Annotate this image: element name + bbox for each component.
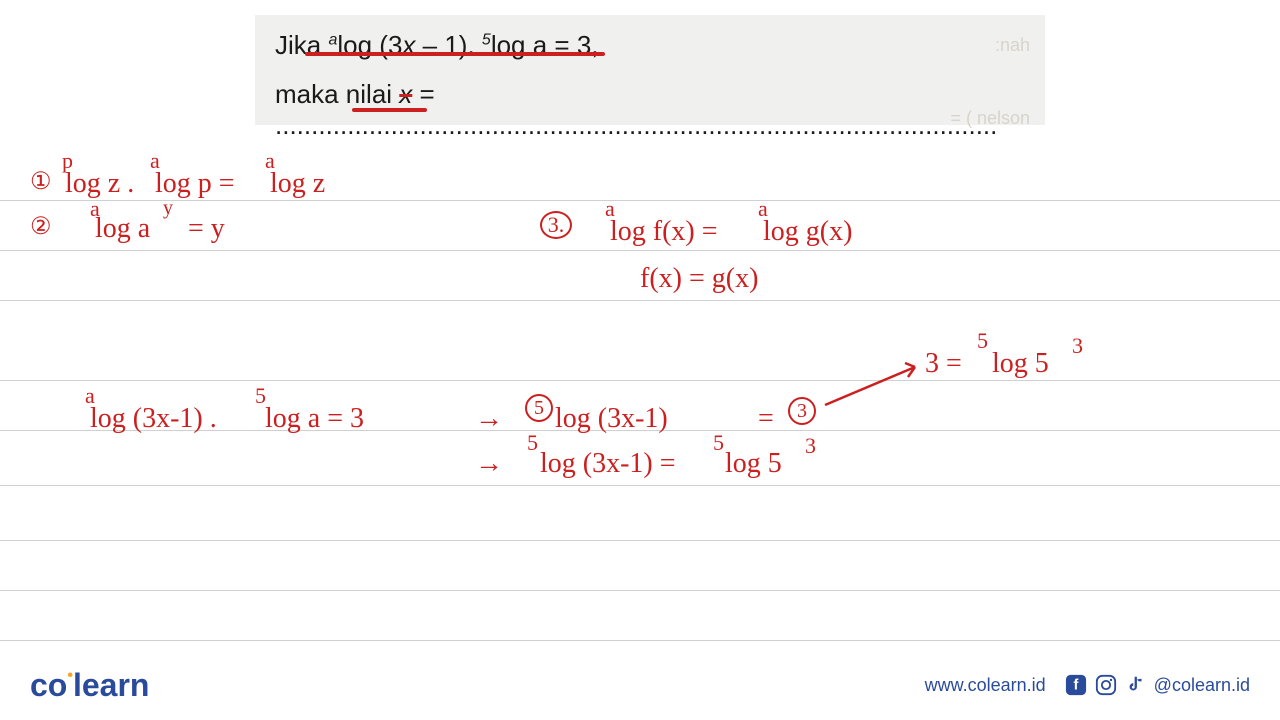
hw-rule3-t3: f(x) = g(x) bbox=[640, 265, 758, 293]
p2-dots: ........................................… bbox=[275, 110, 997, 140]
hw-w2-t: log (3x-1) bbox=[555, 405, 668, 433]
rule-line bbox=[0, 380, 1280, 381]
hw-w2-eq: = bbox=[758, 405, 774, 433]
rule-line bbox=[0, 200, 1280, 201]
rule-line bbox=[0, 540, 1280, 541]
hw-w3-3: 3 bbox=[1072, 335, 1083, 357]
hw-rule2-t2: = y bbox=[188, 215, 225, 243]
rule-line bbox=[0, 640, 1280, 641]
hw-w4-5b: 5 bbox=[713, 432, 724, 454]
hw-rule2-y: y bbox=[163, 198, 173, 218]
p2-prefix: maka nilai bbox=[275, 79, 399, 109]
hw-w4-arrow: → bbox=[475, 450, 503, 478]
hw-w2-3: 3 bbox=[788, 397, 816, 425]
brand-dot: • bbox=[67, 667, 73, 684]
footer: co•learn www.colearn.id f @colearn.id bbox=[0, 665, 1280, 705]
hw-rule3-circle: 3. bbox=[540, 210, 572, 239]
underline-1 bbox=[305, 52, 605, 56]
p1-sup2: 5 bbox=[482, 31, 491, 48]
tiktok-icon[interactable] bbox=[1124, 673, 1148, 697]
svg-text:f: f bbox=[1073, 678, 1078, 694]
hw-w4-t1: log (3x-1) = bbox=[540, 450, 676, 478]
hw-rule2-t1: log a bbox=[95, 215, 150, 243]
hw-rule1-t1: log z . bbox=[65, 170, 134, 198]
hw-w2-3circle: 3 bbox=[788, 395, 816, 425]
hw-w2-5: 5 bbox=[525, 394, 553, 422]
rule-line bbox=[0, 300, 1280, 301]
p2-x: x bbox=[399, 79, 412, 109]
hw-rule1-t3: log z bbox=[270, 170, 325, 198]
hw-rule3-t2: log g(x) bbox=[763, 218, 852, 246]
hw-w4-5a: 5 bbox=[527, 432, 538, 454]
problem-line1: Jika alog (3x – 1). 5log a = 3, bbox=[275, 30, 1025, 61]
footer-right: www.colearn.id f @colearn.id bbox=[925, 673, 1250, 697]
faded-nah: :nah bbox=[995, 35, 1030, 56]
hw-w2-5circle: 5 bbox=[525, 392, 553, 422]
brand-co: co bbox=[30, 667, 67, 703]
facebook-icon[interactable]: f bbox=[1064, 673, 1088, 697]
underline-2 bbox=[352, 108, 427, 112]
hw-w4-3: 3 bbox=[805, 435, 816, 457]
hw-rule1-num: ① bbox=[30, 170, 52, 194]
p2-eq: = bbox=[412, 79, 434, 109]
brand-logo: co•learn bbox=[30, 667, 149, 704]
hw-w3-log: log 5 bbox=[992, 350, 1049, 378]
brand-learn: learn bbox=[73, 667, 149, 703]
hw-w2-arrow: → bbox=[475, 405, 503, 433]
website-link[interactable]: www.colearn.id bbox=[925, 675, 1046, 696]
hw-rule1-t2: log p = bbox=[155, 170, 235, 198]
instagram-icon[interactable] bbox=[1094, 673, 1118, 697]
hw-w4-t2: log 5 bbox=[725, 450, 782, 478]
hw-rule3-t1: log f(x) = bbox=[610, 218, 718, 246]
social-icons: f @colearn.id bbox=[1064, 673, 1250, 697]
hw-rule3-num: 3. bbox=[540, 211, 572, 239]
faded-bottom: = ( nelson bbox=[950, 108, 1030, 129]
rule-line bbox=[0, 250, 1280, 251]
rule-line bbox=[0, 590, 1280, 591]
social-handle[interactable]: @colearn.id bbox=[1154, 675, 1250, 696]
hw-w1-t2: log a = 3 bbox=[265, 405, 364, 433]
arrow-icon bbox=[820, 355, 930, 415]
hw-w3-5: 5 bbox=[977, 330, 988, 352]
hw-rule2-num: ② bbox=[30, 215, 52, 239]
hw-w3-t: 3 = bbox=[925, 350, 962, 378]
hw-w1-t1: log (3x-1) . bbox=[90, 405, 217, 433]
rule-line bbox=[0, 485, 1280, 486]
